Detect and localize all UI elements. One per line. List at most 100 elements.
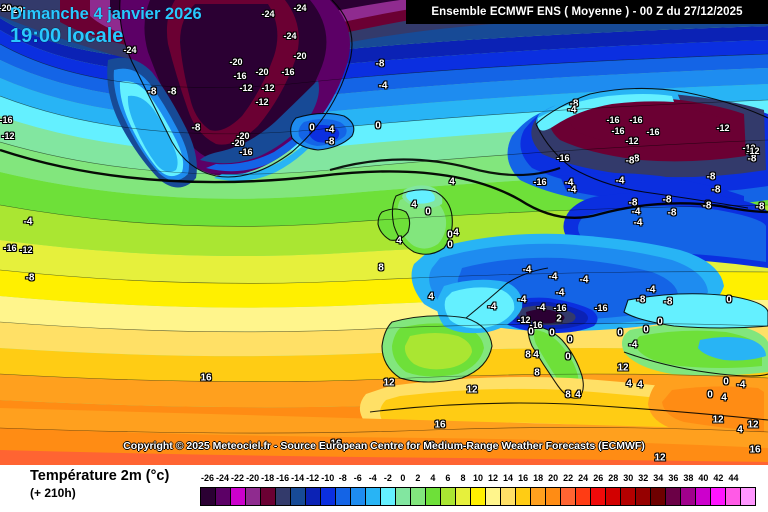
contour-value-label: -8 — [747, 153, 757, 165]
color-scale-tick: 16 — [518, 473, 529, 483]
contour-value-label: -4 — [646, 284, 656, 296]
contour-value-label: 4 — [533, 349, 539, 361]
contour-value-label: 0 — [447, 229, 453, 241]
contour-value-label: -16 — [594, 303, 608, 313]
color-scale-tick: -22 — [231, 473, 245, 483]
contour-value-label: -4 — [555, 287, 565, 299]
contour-value-label: -8 — [630, 153, 640, 165]
color-swatch — [726, 488, 741, 505]
contour-value-label: -4 — [536, 302, 546, 314]
color-swatch — [696, 488, 711, 505]
forecast-date: Dimanche 4 janvier 2026 — [10, 5, 202, 23]
color-swatch — [231, 488, 246, 505]
contour-value-label: 0 — [447, 239, 453, 251]
model-run-title: Ensemble ECMWF ENS ( Moyenne ) - 00 Z du… — [406, 0, 768, 24]
contour-value-label: -8 — [325, 136, 335, 148]
contour-value-label: -8 — [375, 58, 385, 70]
contour-value-label: -12 — [746, 146, 760, 156]
contour-value-label: -4 — [633, 217, 643, 229]
color-scale-tick: 42 — [713, 473, 724, 483]
contour-value-label: -4 — [517, 294, 527, 306]
contour-value-label: 0 — [643, 324, 649, 336]
color-swatch — [456, 488, 471, 505]
color-scale-tick: 32 — [638, 473, 649, 483]
color-swatch — [471, 488, 486, 505]
contour-value-label: -4 — [628, 339, 638, 351]
legend-title: Température 2m (°c) — [30, 468, 170, 484]
contour-value-label: -8 — [636, 294, 646, 306]
contour-value-label: 16 — [749, 444, 761, 456]
color-swatch — [546, 488, 561, 505]
color-scale-tick: 34 — [653, 473, 664, 483]
contour-value-label: 16 — [330, 438, 342, 450]
color-scale-tick: -2 — [383, 473, 392, 483]
color-scale-tick: -6 — [353, 473, 362, 483]
contour-value-label: -8 — [755, 201, 765, 213]
contour-value-label: -12 — [517, 315, 531, 325]
temperature-map[interactable]: -20 -24 -24 -24 -20 -20 -16 -16 -12 -12 -12 -20 -8 -4… — [0, 0, 768, 465]
contour-value-label: -8 — [147, 86, 157, 98]
color-scale-tick: 4 — [430, 473, 436, 483]
color-scale[interactable]: -26 -24 -22 -20 -18 -16 -14 -12 -10 -8 -6 -4 -2 0 2 4 6 8… — [200, 473, 756, 507]
contour-value-label: -4 — [548, 271, 558, 283]
color-scale-tick: 38 — [683, 473, 694, 483]
color-swatch — [321, 488, 336, 505]
contour-value-label: -20 — [229, 57, 243, 67]
contour-value-label: 0 — [549, 327, 555, 339]
color-scale-tick: -8 — [338, 473, 347, 483]
contour-value-label: 16 — [200, 372, 212, 384]
contour-value-label: 0 — [707, 389, 713, 401]
forecast-time: 19:00 locale — [10, 25, 124, 47]
color-scale-tick: 12 — [488, 473, 499, 483]
contour-value-label: -4 — [487, 301, 497, 313]
legend-title-block: Température 2m (°c) (+ 210h) — [30, 467, 169, 501]
color-swatch — [291, 488, 306, 505]
color-scale-tick: -20 — [246, 473, 260, 483]
contour-value-label: -4 — [378, 80, 388, 92]
color-scale-tick: -10 — [321, 473, 335, 483]
color-swatch — [666, 488, 681, 505]
contour-value-label: 0 — [726, 294, 732, 306]
contour-value-label: -4 — [567, 104, 577, 116]
contour-value-label: -12 — [1, 131, 15, 141]
contour-value-label: -4 — [522, 264, 532, 276]
contour-value-label: -16 — [233, 71, 247, 81]
color-swatch — [576, 488, 591, 505]
contour-value-label: -16 — [606, 115, 620, 125]
color-swatch — [711, 488, 726, 505]
contour-value-label: -8 — [667, 207, 677, 219]
contour-value-label: -12 — [625, 136, 639, 146]
color-swatch — [366, 488, 381, 505]
contour-value-label: 0 — [425, 206, 431, 218]
contour-value-label: -24 — [293, 3, 307, 13]
color-swatch — [396, 488, 411, 505]
contour-value-label: 8 — [565, 389, 571, 401]
color-scale-bar[interactable] — [200, 487, 756, 506]
color-swatch — [531, 488, 546, 505]
color-scale-tick: 2 — [415, 473, 421, 483]
color-scale-tick: -16 — [276, 473, 290, 483]
contour-value-label: -4 — [23, 216, 33, 228]
contour-value-label: -20 — [255, 67, 269, 77]
contour-value-label: -8 — [745, 147, 755, 159]
color-swatch — [621, 488, 636, 505]
color-scale-tick: 20 — [548, 473, 559, 483]
color-swatch — [276, 488, 291, 505]
contour-value-label: 4 — [411, 199, 417, 211]
contour-value-label: -16 — [646, 127, 660, 137]
contour-value-label: 2 — [556, 313, 562, 325]
contour-value-label: -24 — [123, 45, 137, 55]
color-swatch — [261, 488, 276, 505]
contour-value-label: -8 — [25, 272, 35, 284]
contour-value-label: 12 — [383, 377, 395, 389]
contour-value-label: -12 — [261, 83, 275, 93]
contour-value-label: -20 — [236, 131, 250, 141]
contour-value-label: -8 — [706, 171, 716, 183]
contour-value-label: -4 — [579, 274, 589, 286]
contour-value-label: 12 — [747, 419, 759, 431]
contour-value-label: -12 — [716, 123, 730, 133]
color-scale-tick: -26 — [200, 473, 215, 483]
contour-value-label: -12 — [255, 97, 269, 107]
contour-value-label: 8 — [378, 262, 384, 274]
